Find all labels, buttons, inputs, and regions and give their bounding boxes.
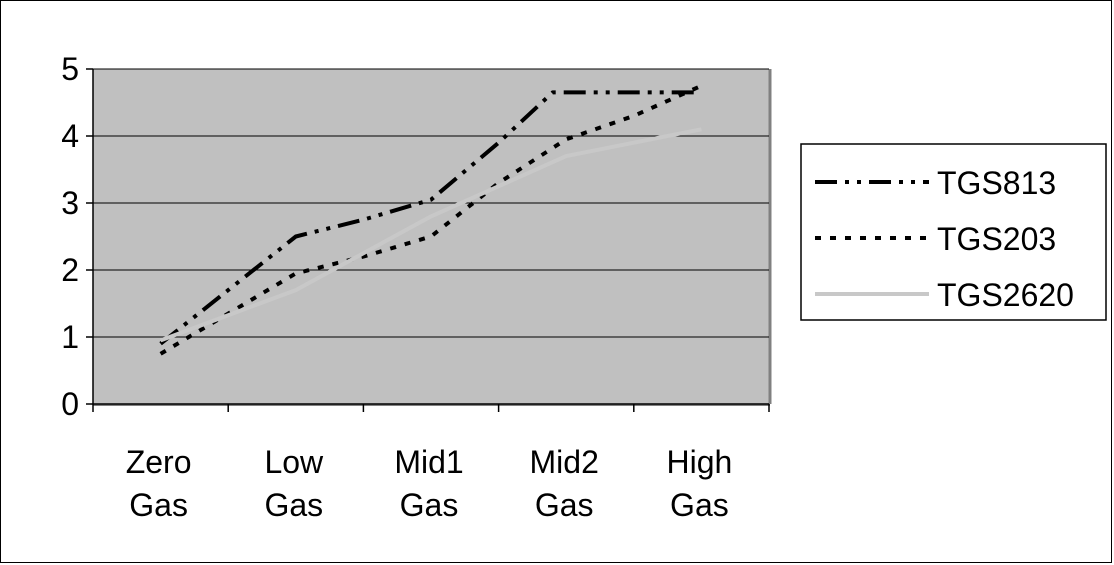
x-tick-label: Low Gas [264, 444, 324, 523]
x-tick-label: High Gas [666, 444, 732, 523]
x-tick-label: Zero Gas [126, 444, 192, 523]
y-tick-label: 1 [61, 319, 79, 355]
plot-background [93, 69, 769, 404]
y-tick-label: 2 [61, 252, 79, 288]
axes: 0 1 2 3 4 5 Zero Gas Low Gas Mid1 Gas Mid2 Gas High Gas [61, 51, 770, 523]
x-tick-label: Mid1 Gas [394, 444, 463, 523]
legend-label-tgs203: TGS203 [937, 221, 1056, 257]
legend-label-tgs2620: TGS2620 [937, 277, 1074, 313]
legend: TGS813 TGS203 TGS2620 [800, 143, 1107, 321]
series-line-tgs203 [159, 83, 703, 356]
series-lines [159, 83, 703, 356]
series-line-tgs813 [159, 90, 702, 346]
legend-box [800, 143, 1107, 321]
legend-label-tgs813: TGS813 [937, 165, 1056, 201]
y-tick-label: 4 [61, 118, 79, 154]
y-tick-label: 5 [61, 51, 79, 87]
x-tick-label: Mid2 Gas [530, 444, 599, 523]
plot-area [93, 68, 772, 406]
y-tick-label: 3 [61, 185, 79, 221]
series-line-tgs2620 [159, 127, 702, 343]
y-tick-label: 0 [61, 386, 79, 422]
